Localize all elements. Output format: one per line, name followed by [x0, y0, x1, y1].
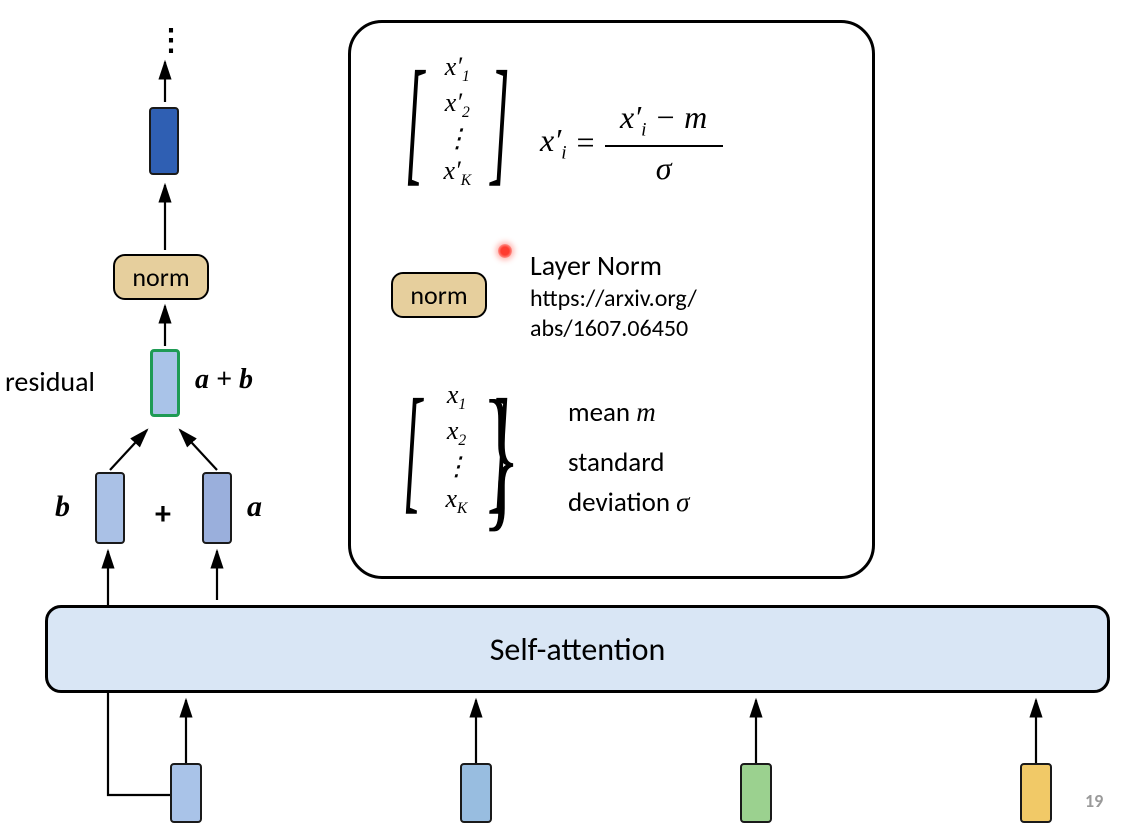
- input-vector-3: [740, 763, 772, 823]
- std-label-1: standard: [568, 446, 664, 479]
- input-vector-4: [1020, 763, 1052, 823]
- residual-label: residual: [5, 364, 95, 399]
- pointer-dot-icon: [498, 244, 512, 258]
- a-plus-b-label: a + b: [195, 364, 253, 396]
- input-vector-1: [170, 763, 202, 823]
- label-a: a: [247, 490, 262, 524]
- norm-block-left: norm: [113, 254, 209, 300]
- ellipsis-icon: ⋮: [156, 22, 186, 59]
- self-attention-block: Self-attention: [45, 605, 1110, 693]
- norm-label-panel: norm: [410, 279, 467, 311]
- slide: Self-attention b + a residual a + b norm…: [0, 0, 1131, 831]
- vector-b: [95, 472, 125, 544]
- vector-a: [202, 472, 232, 544]
- layernorm-equation: x′i = x′i − m σ: [540, 100, 723, 186]
- label-b: b: [55, 490, 70, 524]
- x-prime-vector: [ x′1 x′2 ⋮ x′K ]: [405, 52, 510, 190]
- curly-brace-icon: }: [482, 380, 520, 532]
- input-vector-2: [460, 763, 492, 823]
- output-vector: [149, 107, 179, 175]
- plus-sign: +: [155, 494, 171, 533]
- norm-label-left: norm: [132, 261, 189, 293]
- std-label-2: deviation σ: [568, 486, 689, 519]
- norm-block-panel: norm: [391, 272, 487, 318]
- layernorm-title: Layer Norm: [530, 248, 662, 283]
- residual-vector: [150, 349, 180, 417]
- self-attention-label: Self-attention: [490, 630, 666, 669]
- layernorm-url-2: abs/1607.06450: [530, 314, 688, 343]
- slide-number: 19: [1085, 790, 1103, 812]
- mean-label: mean m: [568, 396, 656, 429]
- layernorm-url-1: https://arxiv.org/: [530, 284, 697, 313]
